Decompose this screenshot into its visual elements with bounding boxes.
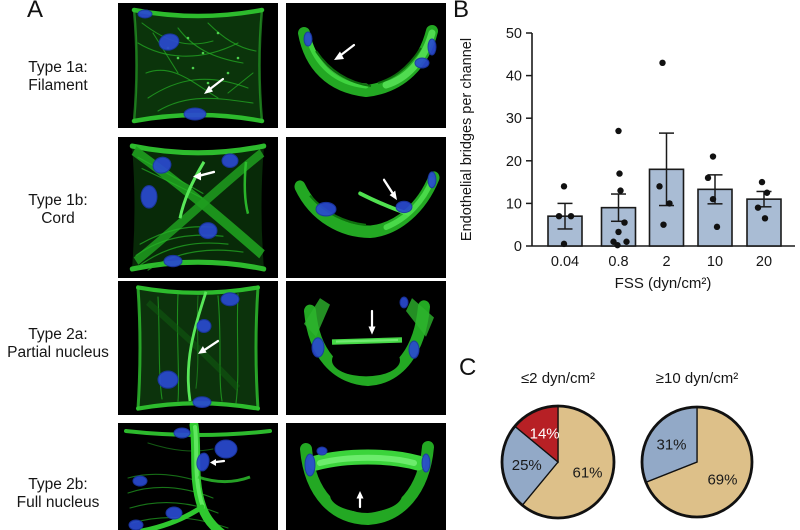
- bridge-arrow-icon: [210, 459, 226, 466]
- data-point: [709, 153, 717, 160]
- data-point: [758, 178, 766, 186]
- pie-slice-label: 14%: [530, 426, 560, 443]
- type-1b-line2: Cord: [41, 210, 75, 227]
- data-point: [623, 238, 630, 245]
- type-2a-label: Type 2a: Partial nucleus: [0, 326, 116, 362]
- type-1b-label: Type 1b: Cord: [0, 192, 116, 228]
- pie-slice-label: 61%: [572, 465, 602, 482]
- type-2a-line2: Partial nucleus: [7, 344, 109, 361]
- data-point: [666, 200, 673, 207]
- micrograph-type1b-top-view: [118, 137, 278, 278]
- pie-charts-bridge-types: 61% 25% 14% 69% 31%: [500, 404, 754, 520]
- data-point: [754, 204, 762, 211]
- data-point: [656, 183, 663, 190]
- micrograph-type1a-top-view: [118, 3, 278, 128]
- type-2a-line1: Type 2a:: [28, 326, 88, 343]
- pie-left-title: ≤2 dyn/cm²: [520, 370, 596, 387]
- data-point: [709, 195, 717, 203]
- svg-text:0.8: 0.8: [608, 254, 628, 270]
- data-point: [659, 59, 666, 67]
- bridge-arrow-icon: [334, 43, 356, 60]
- micrograph-type2b-top-view: [118, 423, 278, 530]
- data-point: [621, 219, 628, 226]
- svg-text:20: 20: [506, 154, 522, 170]
- pie-right-title: ≥10 dyn/cm²: [655, 370, 739, 387]
- bridge-arrow-icon: [198, 339, 220, 354]
- svg-text:FSS (dyn/cm²): FSS (dyn/cm²): [615, 275, 712, 292]
- pie-slice-label: 31%: [657, 437, 687, 454]
- svg-text:10: 10: [506, 196, 522, 212]
- panel-c-label: C: [459, 354, 477, 381]
- type-1a-label: Type 1a: Filament: [0, 59, 116, 95]
- svg-text:Endothelial bridges per channe: Endothelial bridges per channel: [459, 38, 475, 241]
- svg-text:40: 40: [506, 69, 522, 85]
- svg-text:50: 50: [506, 26, 522, 42]
- data-point: [567, 212, 575, 220]
- svg-text:30: 30: [506, 111, 522, 127]
- type-2b-line2: Full nucleus: [16, 494, 100, 511]
- svg-text:2: 2: [662, 254, 670, 270]
- data-point: [615, 228, 622, 236]
- data-point: [616, 170, 623, 177]
- micrograph-type2a-top-view: [118, 281, 278, 415]
- data-point: [704, 174, 712, 182]
- data-point: [560, 240, 568, 248]
- data-point: [761, 215, 769, 222]
- pie-slice-label: 69%: [707, 471, 737, 488]
- data-point: [614, 241, 621, 249]
- svg-text:0: 0: [514, 239, 522, 255]
- data-point: [555, 212, 563, 220]
- bridge-arrow-icon: [382, 178, 397, 201]
- type-1a-line1: Type 1a:: [28, 59, 88, 76]
- type-2b-label: Type 2b: Full nucleus: [0, 476, 116, 512]
- data-point: [615, 127, 622, 135]
- bridge-arrow-icon: [204, 77, 225, 94]
- micrograph-type1b-cross-section: [286, 137, 446, 278]
- type-2b-line1: Type 2b:: [28, 476, 88, 493]
- bridge-arrow-icon: [368, 309, 376, 335]
- bar-chart-endothelial-bridges: 0 10 20 30 40 50 Endothelial bridges per chann…: [459, 26, 795, 292]
- svg-text:0.04: 0.04: [551, 254, 579, 270]
- micrograph-type1a-cross-section: [286, 3, 446, 128]
- panel-b-label: B: [453, 0, 470, 23]
- data-point: [617, 187, 624, 194]
- type-1b-line1: Type 1b:: [28, 192, 88, 209]
- pie-slice-label: 25%: [512, 457, 542, 474]
- data-point: [560, 183, 568, 190]
- data-point: [713, 223, 721, 231]
- type-1a-line2: Filament: [28, 77, 88, 94]
- svg-text:20: 20: [756, 254, 772, 270]
- data-point: [660, 221, 667, 228]
- bridge-arrow-icon: [193, 170, 216, 181]
- panel-a-label: A: [27, 0, 44, 23]
- micrograph-type2a-cross-section: [286, 281, 446, 415]
- data-point: [763, 189, 771, 196]
- bridge-arrow-icon: [356, 491, 364, 509]
- micrograph-type2b-cross-section: [286, 423, 446, 530]
- svg-text:10: 10: [707, 254, 723, 270]
